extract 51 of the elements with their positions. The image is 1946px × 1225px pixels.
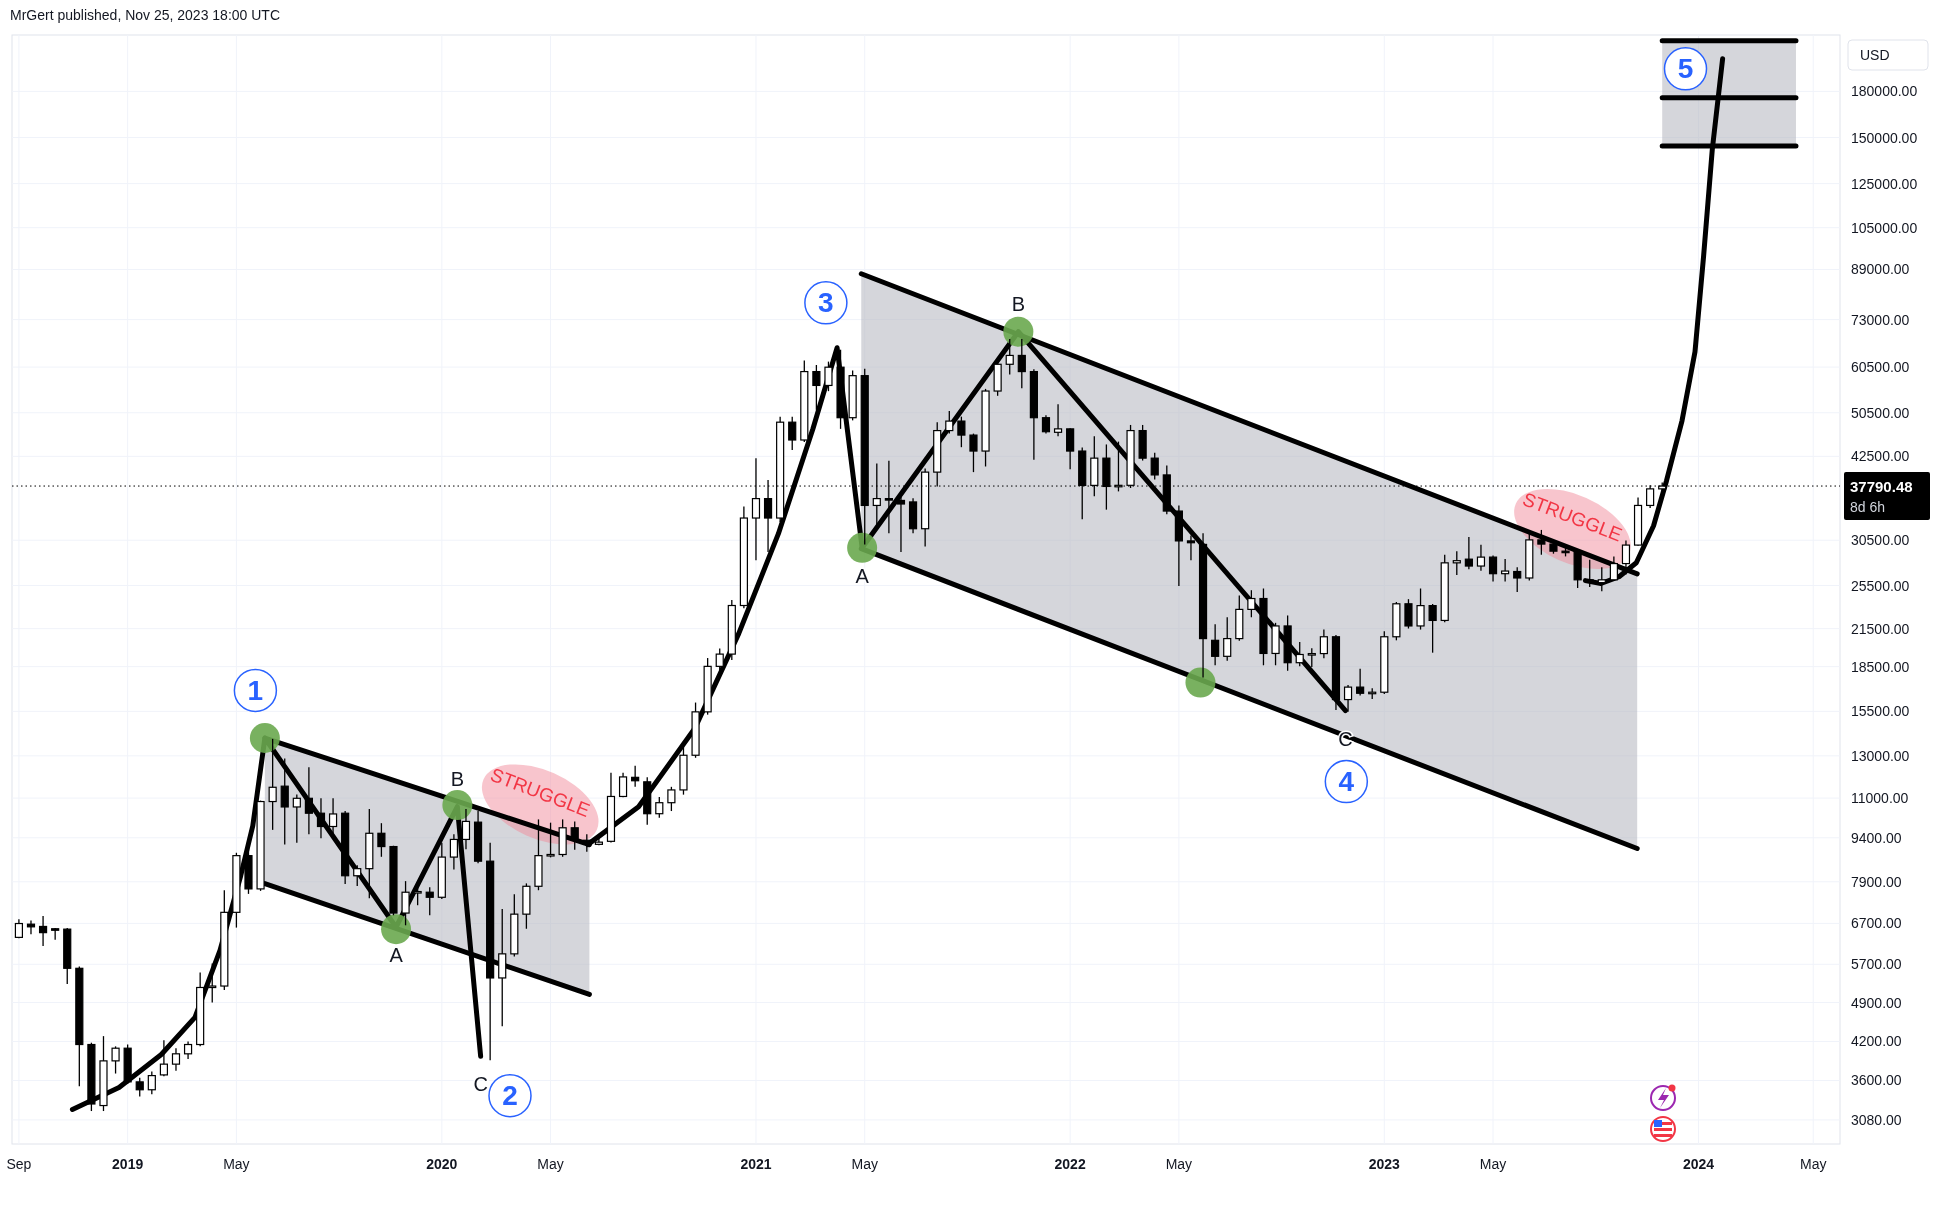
y-tick-label: 125000.00 (1851, 175, 1918, 192)
annotation: 1 (247, 674, 264, 706)
y-tick-label: 13000.00 (1851, 747, 1910, 764)
x-tick-label: May (537, 1156, 564, 1172)
annotation: 3 (818, 287, 834, 319)
y-tick-label: 4200.00 (1851, 1033, 1902, 1050)
y-tick-label: 7900.00 (1851, 873, 1902, 890)
y-tick-label: 30500.00 (1851, 532, 1910, 549)
x-tick-label: Sep (6, 1156, 32, 1172)
annotation: 5 (1677, 53, 1694, 85)
annotation: A (389, 944, 404, 967)
y-tick-label: 42500.00 (1851, 448, 1910, 465)
y-tick-label: 3080.00 (1851, 1111, 1902, 1128)
annotation: B (450, 767, 465, 790)
y-tick-label: 4900.00 (1851, 994, 1902, 1011)
y-tick-label: 5700.00 (1851, 956, 1902, 973)
y-tick-label: 11000.00 (1851, 790, 1909, 807)
annotation: B (1011, 292, 1026, 315)
text: USD (1860, 47, 1890, 63)
annotation: 2 (502, 1080, 518, 1112)
chart-title: MrGert published, Nov 25, 2023 18:00 UTC (10, 7, 281, 23)
annotation: 4 (1338, 766, 1355, 798)
y-tick-label: 60500.00 (1851, 359, 1910, 376)
y-tick-label: 180000.00 (1851, 83, 1918, 100)
y-tick-label: 3600.00 (1851, 1072, 1902, 1089)
x-tick-label: May (851, 1156, 878, 1172)
annotation: C (473, 1073, 488, 1096)
x-tick-label: 2020 (426, 1156, 458, 1172)
x-tick-label: May (223, 1156, 250, 1172)
y-tick-label: 105000.00 (1851, 219, 1918, 236)
x-tick-label: 2022 (1054, 1156, 1086, 1172)
annotation: A (855, 564, 870, 587)
y-tick-label: 150000.00 (1851, 129, 1918, 146)
y-tick-label: 73000.00 (1851, 311, 1910, 328)
x-tick-label: 2021 (740, 1156, 772, 1172)
y-tick-label: 89000.00 (1851, 261, 1910, 278)
y-tick-label: 25500.00 (1851, 577, 1910, 594)
y-tick-label: 21500.00 (1851, 620, 1910, 637)
y-tick-label: 15500.00 (1851, 703, 1910, 720)
x-tick-label: 2023 (1368, 1156, 1401, 1172)
y-tick-label: 18500.00 (1851, 658, 1910, 675)
y-tick-label: 6700.00 (1851, 915, 1902, 932)
ref-line-label: 37790.48 (1850, 477, 1913, 495)
x-tick-label: May (1800, 1156, 1827, 1172)
y-tick-label: 50500.00 (1851, 404, 1910, 421)
x-tick-label: May (1479, 1156, 1507, 1172)
x-tick-label: 2024 (1682, 1156, 1715, 1172)
text: 8d 6h (1850, 499, 1886, 516)
x-tick-label: 2019 (112, 1156, 144, 1172)
x-tick-label: May (1165, 1156, 1193, 1172)
y-tick-label: 9400.00 (1851, 829, 1902, 846)
